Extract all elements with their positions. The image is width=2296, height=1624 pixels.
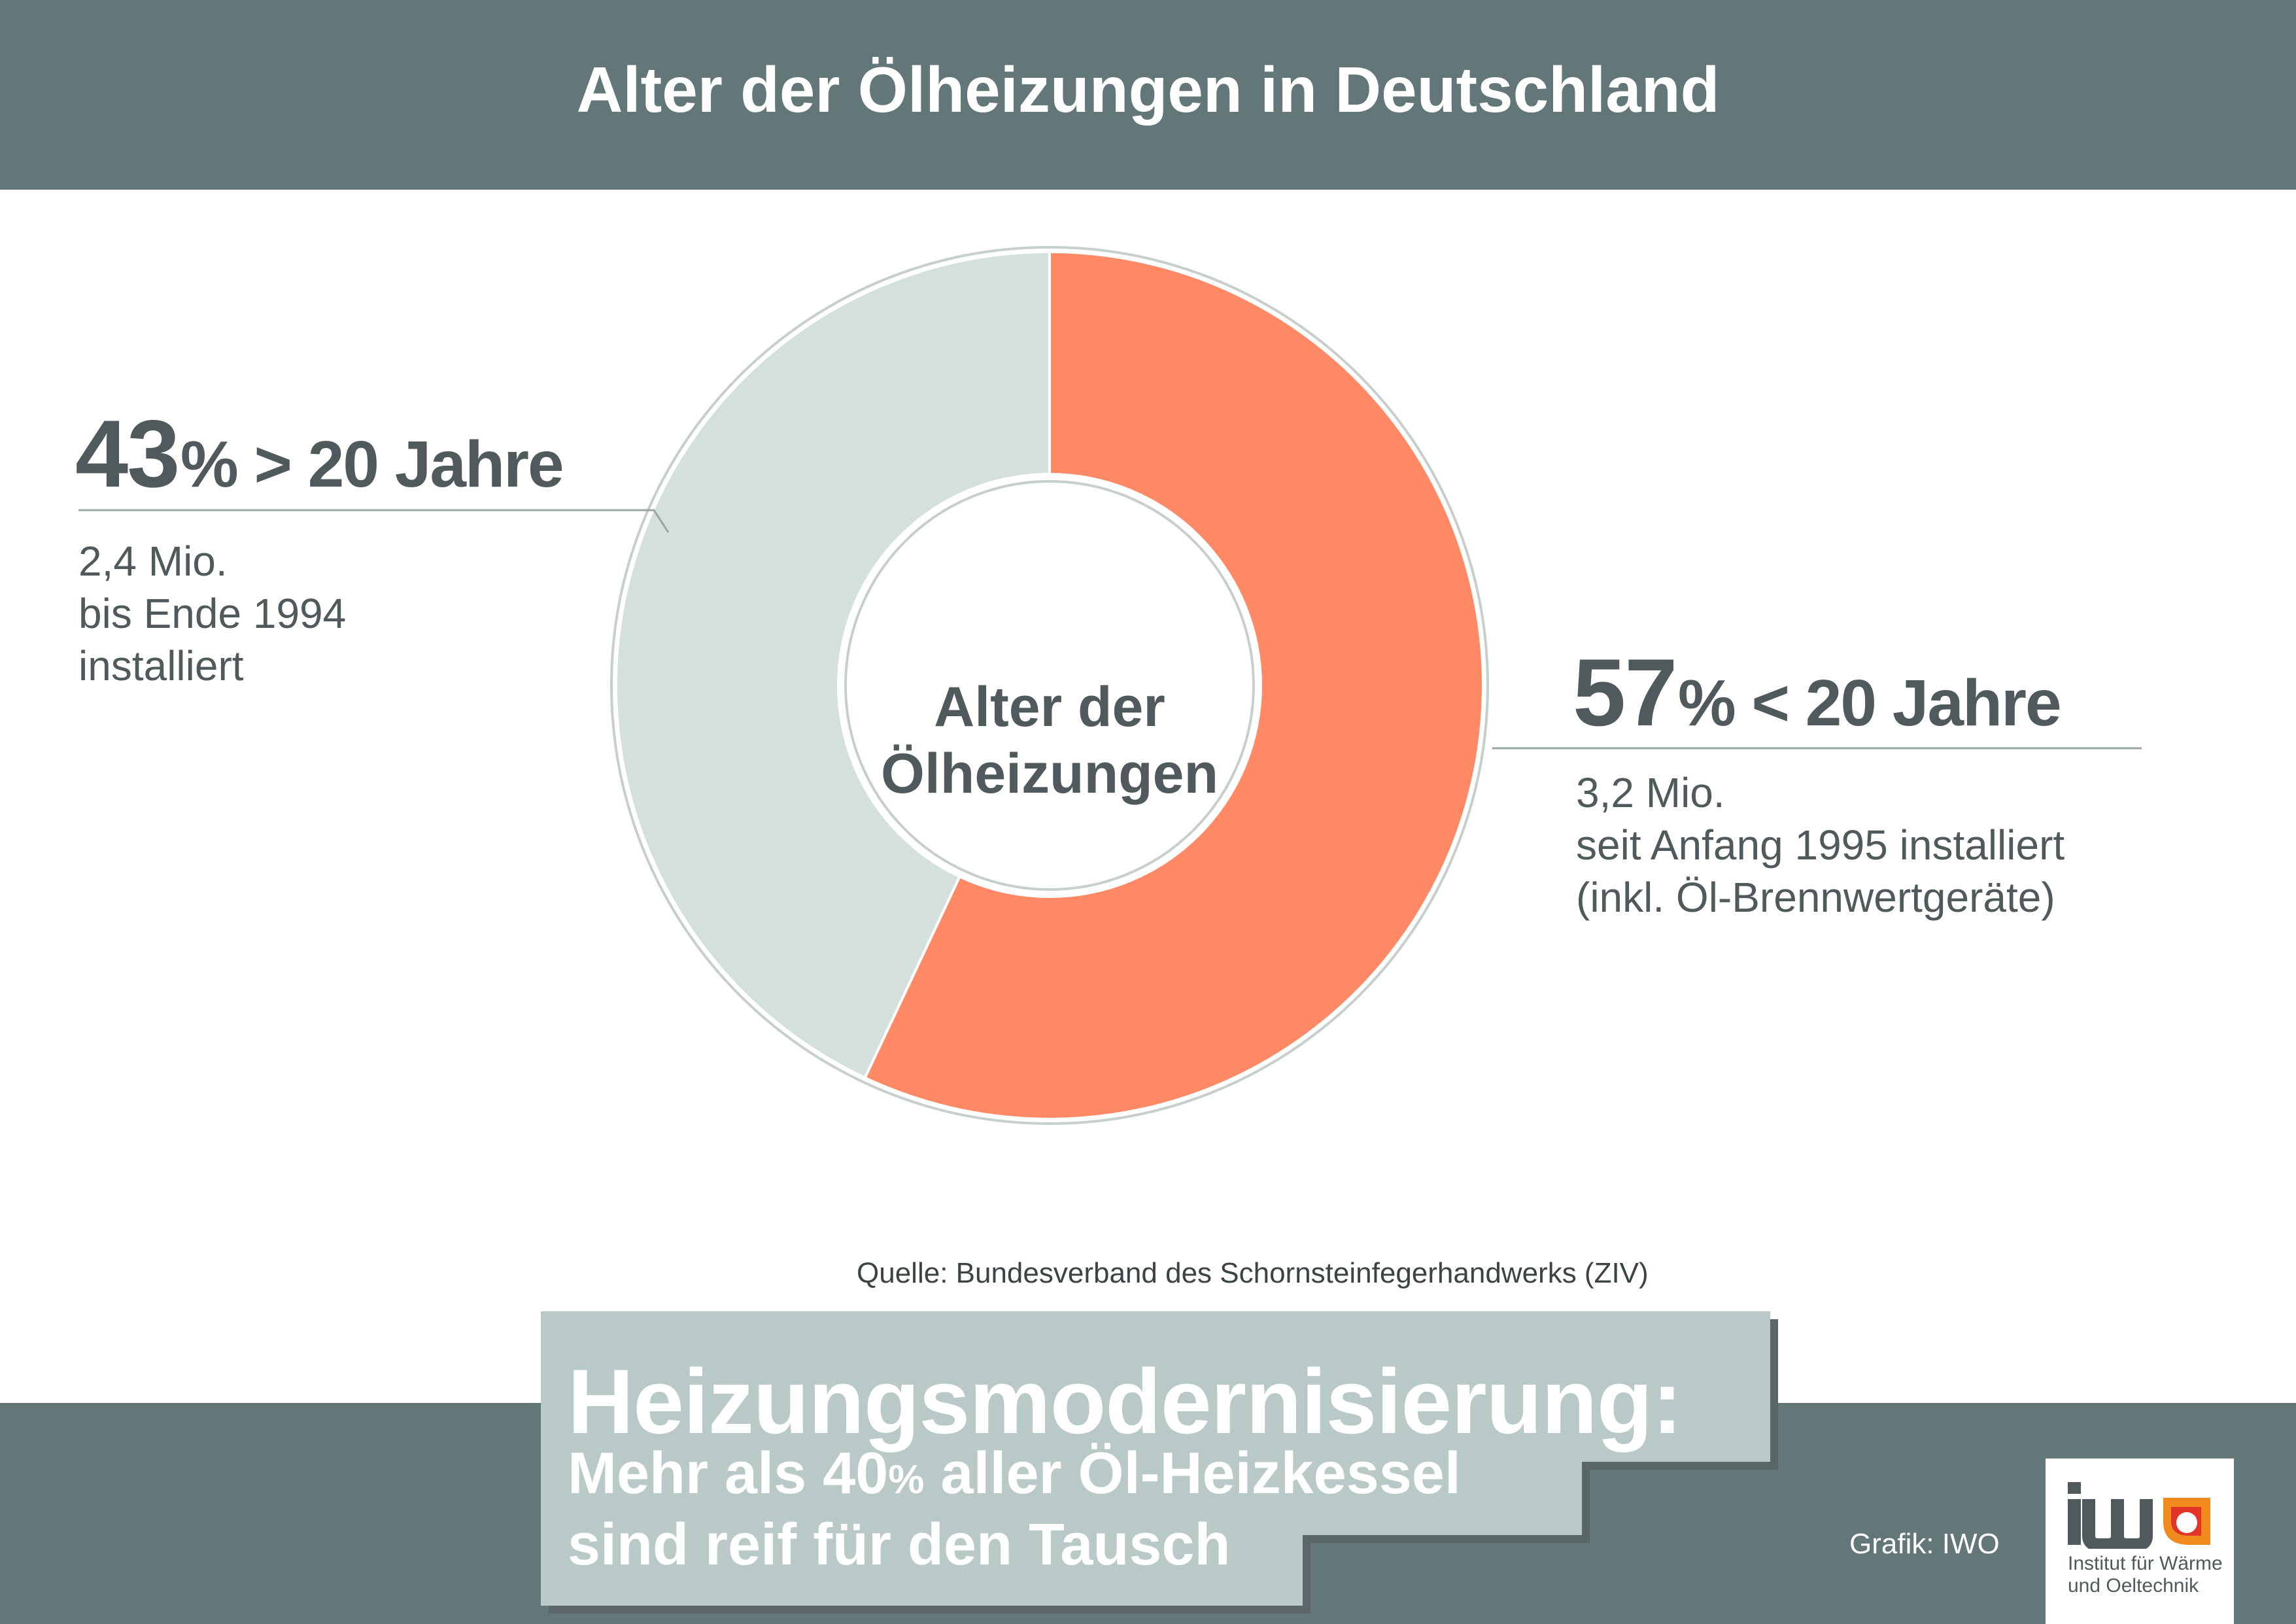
iwo-logo: Institut für Wärme und Oeltechnik [2046,1459,2234,1624]
label-new-detail: 3,2 Mio. seit Anfang 1995 installiert (i… [1576,767,2065,924]
label-new-line: 3,2 Mio. [1576,769,1725,816]
headline-line-1-pct: % [888,1457,925,1502]
donut-center-label: Alter der Ölheizungen [827,674,1272,807]
inner-hole [837,473,1262,898]
inner-ring [844,480,1255,891]
label-new-line: (inkl. Öl-Brennwertgeräte) [1576,874,2055,921]
label-new-pct: 57 [1573,639,1677,746]
headline-line-1-pre: Mehr als 40 [568,1441,889,1506]
label-new-heading: 57 % < 20 Jahre [1573,638,2062,748]
donut-slice-1 [615,250,1051,1080]
graphic-credit: Grafik: IWO [1849,1528,2000,1560]
iwo-logo-line: und Oeltechnik [2068,1575,2199,1597]
page-title: Alter der Ölheizungen in Deutschland [576,54,1720,126]
label-old-heading: 43 % > 20 Jahre [75,399,564,509]
iwo-logo-text: Institut für Wärme und Oeltechnik [2068,1553,2223,1597]
iwo-logo-icon [2068,1482,2210,1549]
label-old-line: bis Ende 1994 [78,590,347,637]
headline-line-1-post: aller Öl-Heizkessel [924,1441,1461,1506]
label-old-line: 2,4 Mio. [78,538,228,585]
header-bar [0,0,2296,190]
iwo-logo-line: Institut für Wärme [2068,1553,2223,1574]
source-note: Quelle: Bundesverband des Schornsteinfeg… [857,1257,1649,1289]
label-old-pct: 43 [75,400,180,507]
headline-box [541,1311,1770,1462]
headline-box [541,1462,1582,1535]
center-label-line: Alter der [934,676,1165,738]
label-old-line: installiert [78,642,244,689]
label-new-text: % < 20 Jahre [1677,666,2062,740]
label-new-line: seit Anfang 1995 installiert [1576,821,2065,869]
label-old-detail: 2,4 Mio. bis Ende 1994 installiert [78,535,346,692]
headline-line-2: sind reif für den Tausch [568,1512,1231,1578]
center-label-line: Ölheizungen [881,742,1218,805]
label-old-text: % > 20 Jahre [180,428,564,501]
outer-ring [610,246,1489,1125]
headline-line-1: Mehr als 40% aller Öl-Heizkessel [568,1440,1461,1514]
headline-title: Heizungsmodernisierung: [568,1350,1683,1453]
callout-line-old [78,509,670,533]
headline-box [541,1535,1303,1606]
